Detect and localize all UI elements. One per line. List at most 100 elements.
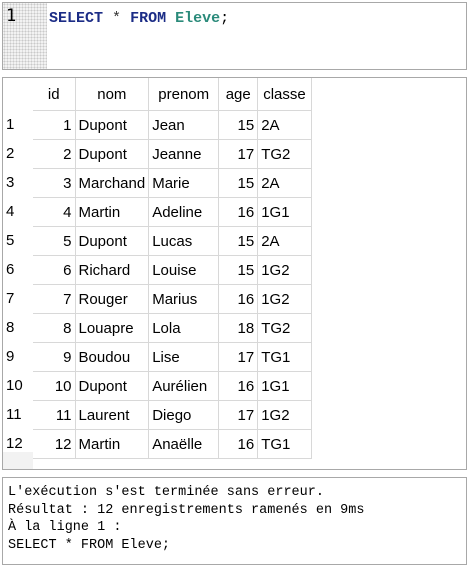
cell-id[interactable]: 12 <box>33 429 76 459</box>
cell-prenom[interactable]: Marius <box>148 284 220 314</box>
cell-age[interactable]: 15 <box>218 255 259 285</box>
row-number[interactable]: 4 <box>6 203 15 220</box>
cell-prenom[interactable]: Louise <box>148 255 220 285</box>
cell-prenom[interactable]: Aurélien <box>148 371 220 401</box>
cell-classe[interactable]: TG2 <box>257 313 312 343</box>
table-row[interactable]: 11 Laurent Diego 17 1G2 <box>33 400 312 430</box>
cell-id[interactable]: 9 <box>33 342 76 372</box>
line-number: 1 <box>6 6 17 26</box>
cell-id[interactable]: 8 <box>33 313 76 343</box>
row-number[interactable]: 3 <box>6 174 15 191</box>
cell-nom[interactable]: Richard <box>75 255 150 285</box>
row-number[interactable]: 11 <box>6 406 22 423</box>
column-header-nom[interactable]: nom <box>75 78 150 111</box>
cell-age[interactable]: 15 <box>218 226 259 256</box>
column-header-age[interactable]: age <box>218 78 259 111</box>
table-row[interactable]: 10 Dupont Aurélien 16 1G1 <box>33 371 312 401</box>
cell-classe[interactable]: 2A <box>257 110 312 140</box>
cell-age[interactable]: 15 <box>218 110 259 140</box>
table-row[interactable]: 6 Richard Louise 15 1G2 <box>33 255 312 285</box>
cell-nom[interactable]: Boudou <box>75 342 150 372</box>
table-row[interactable]: 7 Rouger Marius 16 1G2 <box>33 284 312 314</box>
cell-age[interactable]: 17 <box>218 139 259 169</box>
table-row[interactable]: 9 Boudou Lise 17 TG1 <box>33 342 312 372</box>
results-table: id nom prenom age classe 1 Dupont Jean 15 2A… <box>33 78 312 459</box>
sql-editor[interactable]: 1 SELECT * FROM Eleve; <box>2 2 467 70</box>
row-number[interactable]: 2 <box>6 145 15 162</box>
table-row[interactable]: 4 Martin Adeline 16 1G1 <box>33 197 312 227</box>
cell-id[interactable]: 4 <box>33 197 76 227</box>
cell-age[interactable]: 17 <box>218 400 259 430</box>
cell-classe[interactable]: TG1 <box>257 342 312 372</box>
column-header-classe[interactable]: classe <box>257 78 312 111</box>
cell-age[interactable]: 15 <box>218 168 259 198</box>
column-header-prenom[interactable]: prenom <box>148 78 220 111</box>
table-row[interactable]: 3 Marchand Marie 15 2A <box>33 168 312 198</box>
cell-prenom[interactable]: Diego <box>148 400 220 430</box>
cell-nom[interactable]: Martin <box>75 429 150 459</box>
cell-id[interactable]: 7 <box>33 284 76 314</box>
table-row[interactable]: 2 Dupont Jeanne 17 TG2 <box>33 139 312 169</box>
row-number[interactable]: 8 <box>6 319 15 336</box>
cell-nom[interactable]: Louapre <box>75 313 150 343</box>
cell-nom[interactable]: Dupont <box>75 139 150 169</box>
table-row[interactable]: 12 Martin Anaëlle 16 TG1 <box>33 429 312 459</box>
row-number-header <box>3 78 33 110</box>
cell-nom[interactable]: Dupont <box>75 110 150 140</box>
cell-id[interactable]: 6 <box>33 255 76 285</box>
cell-classe[interactable]: TG2 <box>257 139 312 169</box>
cell-prenom[interactable]: Anaëlle <box>148 429 220 459</box>
cell-age[interactable]: 16 <box>218 197 259 227</box>
row-number-column: 1 2 3 4 5 6 7 8 9 10 11 12 <box>3 78 33 469</box>
cell-nom[interactable]: Rouger <box>75 284 150 314</box>
results-grid-panel[interactable]: 1 2 3 4 5 6 7 8 9 10 11 12 id nom prenom age classe… <box>2 77 467 470</box>
row-number[interactable]: 10 <box>6 377 23 394</box>
cell-prenom[interactable]: Adeline <box>148 197 220 227</box>
column-header-id[interactable]: id <box>33 78 76 111</box>
cell-classe[interactable]: TG1 <box>257 429 312 459</box>
cell-classe[interactable]: 1G1 <box>257 371 312 401</box>
log-line-position: À la ligne 1 : <box>8 520 122 535</box>
cell-prenom[interactable]: Lola <box>148 313 220 343</box>
sql-code-line[interactable]: SELECT * FROM Eleve; <box>49 10 229 27</box>
cell-id[interactable]: 10 <box>33 371 76 401</box>
cell-prenom[interactable]: Lise <box>148 342 220 372</box>
cell-age[interactable]: 16 <box>218 371 259 401</box>
statement-terminator: ; <box>220 10 230 27</box>
cell-nom[interactable]: Laurent <box>75 400 150 430</box>
keyword-select: SELECT <box>49 10 104 27</box>
cell-prenom[interactable]: Jeanne <box>148 139 220 169</box>
cell-age[interactable]: 18 <box>218 313 259 343</box>
row-number[interactable]: 5 <box>6 232 15 249</box>
log-line-result: Résultat : 12 enregistrements ramenés en… <box>8 502 365 518</box>
cell-prenom[interactable]: Jean <box>148 110 220 140</box>
cell-prenom[interactable]: Lucas <box>148 226 220 256</box>
cell-age[interactable]: 16 <box>218 429 259 459</box>
cell-id[interactable]: 11 <box>33 400 76 430</box>
cell-id[interactable]: 3 <box>33 168 76 198</box>
cell-classe[interactable]: 1G2 <box>257 255 312 285</box>
cell-classe[interactable]: 1G1 <box>257 197 312 227</box>
cell-nom[interactable]: Martin <box>75 197 150 227</box>
cell-nom[interactable]: Marchand <box>75 168 150 198</box>
cell-id[interactable]: 1 <box>33 110 76 140</box>
table-row[interactable]: 1 Dupont Jean 15 2A <box>33 110 312 140</box>
cell-nom[interactable]: Dupont <box>75 226 150 256</box>
cell-id[interactable]: 5 <box>33 226 76 256</box>
cell-classe[interactable]: 2A <box>257 168 312 198</box>
row-number[interactable]: 9 <box>6 348 15 365</box>
cell-id[interactable]: 2 <box>33 139 76 169</box>
row-number[interactable]: 1 <box>6 116 15 133</box>
row-number[interactable]: 6 <box>6 261 15 278</box>
row-number[interactable]: 12 <box>6 435 23 452</box>
cell-age[interactable]: 17 <box>218 342 259 372</box>
cell-prenom[interactable]: Marie <box>148 168 220 198</box>
cell-age[interactable]: 16 <box>218 284 259 314</box>
table-row[interactable]: 5 Dupont Lucas 15 2A <box>33 226 312 256</box>
table-row[interactable]: 8 Louapre Lola 18 TG2 <box>33 313 312 343</box>
row-number[interactable]: 7 <box>6 290 15 307</box>
cell-classe[interactable]: 1G2 <box>257 284 312 314</box>
cell-nom[interactable]: Dupont <box>75 371 150 401</box>
cell-classe[interactable]: 2A <box>257 226 312 256</box>
cell-classe[interactable]: 1G2 <box>257 400 312 430</box>
